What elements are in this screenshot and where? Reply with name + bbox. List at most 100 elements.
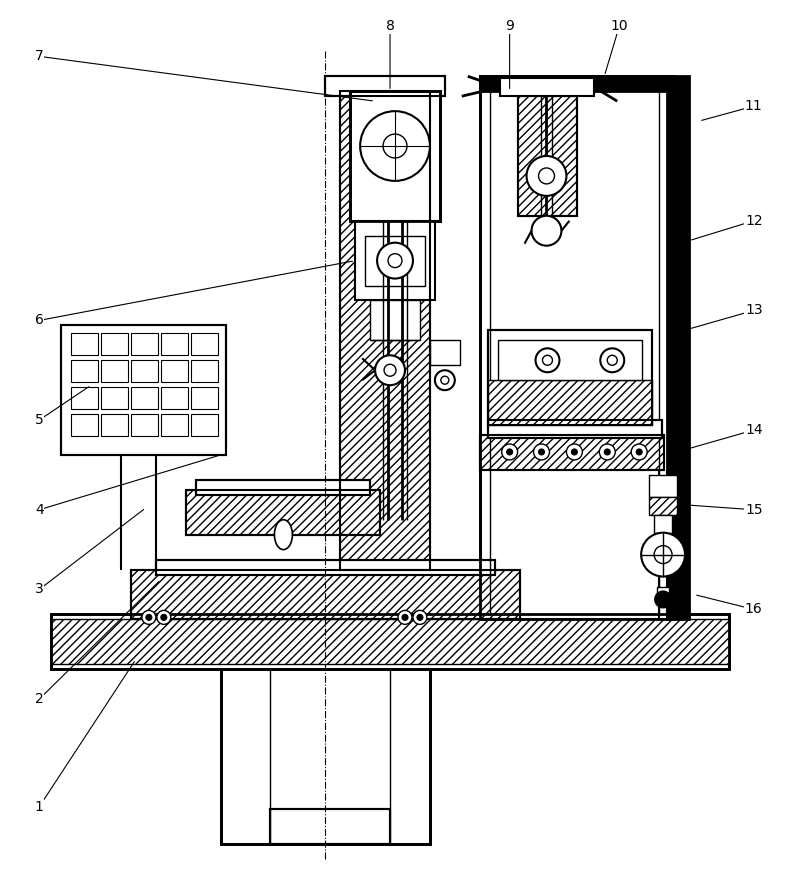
Bar	[326, 77, 445, 96]
Bar	[101, 414, 128, 436]
Text: 10: 10	[610, 19, 628, 33]
Circle shape	[535, 348, 559, 372]
Bar	[61, 326, 226, 455]
Bar	[51, 620, 729, 664]
Circle shape	[375, 356, 405, 385]
Bar	[221, 669, 430, 844]
Circle shape	[531, 216, 562, 246]
Bar	[649, 475, 677, 497]
Text: 8: 8	[386, 19, 394, 33]
Circle shape	[157, 611, 170, 624]
Bar	[340, 92, 430, 569]
Text: 6: 6	[35, 313, 44, 327]
Bar	[101, 387, 128, 409]
Circle shape	[641, 532, 685, 576]
Text: 12: 12	[745, 214, 762, 228]
Circle shape	[636, 449, 642, 455]
Text: 16: 16	[745, 603, 762, 616]
Circle shape	[526, 156, 566, 196]
Circle shape	[146, 614, 152, 620]
Bar	[71, 360, 98, 382]
Text: 15: 15	[745, 502, 762, 517]
Bar	[480, 77, 674, 620]
Circle shape	[566, 444, 582, 460]
Bar	[488, 420, 662, 438]
Circle shape	[413, 611, 427, 624]
Text: 11: 11	[745, 99, 762, 114]
Bar	[518, 96, 578, 216]
Circle shape	[654, 546, 672, 563]
Bar	[488, 380, 652, 425]
Text: 7: 7	[35, 49, 44, 63]
Bar	[71, 387, 98, 409]
Bar	[101, 360, 128, 382]
Text: 14: 14	[745, 423, 762, 437]
Circle shape	[542, 356, 553, 365]
Bar	[657, 588, 669, 599]
Bar	[326, 77, 445, 96]
Bar	[131, 360, 158, 382]
Bar	[156, 560, 494, 575]
Bar	[161, 387, 188, 409]
Bar	[161, 360, 188, 382]
Circle shape	[506, 449, 513, 455]
Bar	[71, 334, 98, 356]
Bar	[186, 490, 380, 535]
Circle shape	[441, 377, 449, 385]
Bar	[667, 77, 689, 620]
Circle shape	[360, 111, 430, 181]
Bar	[71, 414, 98, 436]
Bar	[488, 420, 662, 438]
Bar	[131, 414, 158, 436]
Circle shape	[161, 614, 167, 620]
Bar	[355, 221, 435, 300]
Circle shape	[384, 364, 396, 377]
Bar	[350, 92, 440, 221]
Circle shape	[571, 449, 578, 455]
Bar	[654, 515, 672, 532]
Bar	[480, 77, 674, 92]
Bar	[430, 341, 460, 365]
Bar	[190, 387, 218, 409]
Circle shape	[534, 444, 550, 460]
Circle shape	[599, 444, 615, 460]
Bar	[190, 360, 218, 382]
Text: 3: 3	[35, 583, 44, 597]
Bar	[488, 330, 652, 425]
Circle shape	[600, 348, 624, 372]
Bar	[161, 334, 188, 356]
Circle shape	[383, 134, 407, 158]
Circle shape	[402, 614, 408, 620]
Text: 5: 5	[35, 413, 44, 427]
Circle shape	[655, 591, 671, 607]
Bar	[365, 236, 425, 285]
Circle shape	[377, 243, 413, 279]
Bar	[649, 497, 677, 515]
Ellipse shape	[274, 520, 292, 550]
Bar	[270, 809, 390, 844]
Bar	[51, 614, 729, 669]
Bar	[270, 809, 390, 844]
Bar	[51, 614, 729, 669]
Circle shape	[142, 611, 156, 624]
Circle shape	[538, 168, 554, 184]
Bar	[101, 334, 128, 356]
Circle shape	[398, 611, 412, 624]
Bar	[196, 480, 370, 495]
Bar	[196, 480, 370, 495]
Bar	[488, 330, 652, 425]
Bar	[480, 435, 664, 470]
Text: 1: 1	[35, 800, 44, 814]
Bar	[131, 387, 158, 409]
Bar	[61, 326, 226, 455]
Bar	[350, 92, 440, 221]
Bar	[480, 77, 674, 620]
Circle shape	[417, 614, 423, 620]
Text: 9: 9	[505, 19, 514, 33]
Circle shape	[538, 449, 545, 455]
Bar	[131, 569, 519, 620]
Bar	[190, 334, 218, 356]
Bar	[190, 414, 218, 436]
Bar	[340, 92, 430, 569]
Bar	[480, 435, 664, 470]
